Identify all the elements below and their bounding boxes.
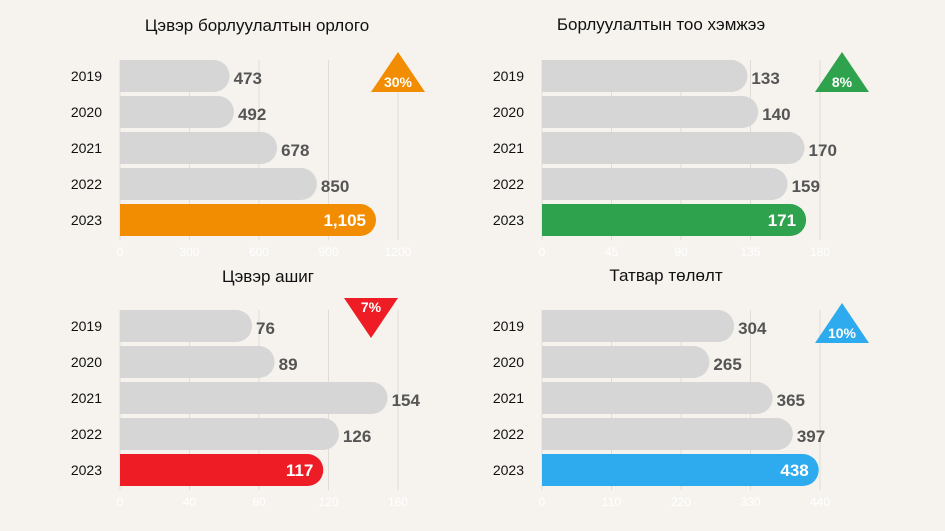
category-label: 2021	[71, 140, 102, 156]
x-tick-label: 0	[539, 245, 546, 259]
x-tick-label: 220	[671, 495, 691, 509]
bar-2022	[542, 418, 793, 450]
category-label: 2020	[493, 354, 524, 370]
value-label: 678	[281, 141, 309, 160]
triangle-up-icon	[371, 52, 425, 92]
value-label: 438	[780, 461, 808, 480]
bar-2023	[120, 454, 324, 486]
category-label: 2019	[71, 68, 102, 84]
category-label: 2023	[71, 212, 102, 228]
category-label: 2020	[493, 104, 524, 120]
bar-2019	[542, 60, 748, 92]
x-tick-label: 180	[810, 245, 830, 259]
category-label: 2022	[71, 176, 102, 192]
value-label: 304	[738, 319, 767, 338]
bar-2021	[120, 382, 388, 414]
bar-2020	[120, 346, 275, 378]
value-label: 159	[792, 177, 820, 196]
bar-2022	[542, 168, 788, 200]
bar-2019	[542, 310, 735, 342]
x-tick-label: 110	[602, 495, 621, 509]
category-label: 2023	[493, 462, 524, 478]
value-label: 171	[768, 211, 796, 230]
change-badge-label: 7%	[361, 299, 382, 315]
bar-2020	[542, 346, 710, 378]
category-label: 2020	[71, 104, 102, 120]
chart-title: Татвар төлөлт	[609, 266, 722, 285]
category-label: 2019	[493, 68, 524, 84]
category-label: 2019	[71, 318, 102, 334]
category-label: 2021	[493, 140, 524, 156]
category-label: 2020	[71, 354, 102, 370]
chart-title: Цэвэр борлуулалтын орлого	[145, 16, 369, 35]
bar-2022	[120, 168, 317, 200]
bar-2019	[120, 310, 253, 342]
value-label: 140	[762, 105, 790, 124]
bar-2022	[120, 418, 339, 450]
value-label: 265	[713, 355, 741, 374]
category-label: 2021	[71, 390, 102, 406]
value-label: 492	[238, 105, 266, 124]
bar-2020	[120, 96, 234, 128]
x-tick-label: 900	[318, 245, 338, 259]
value-label: 365	[777, 391, 805, 410]
bar-2021	[542, 132, 805, 164]
category-label: 2022	[493, 426, 524, 442]
bar-2021	[542, 382, 773, 414]
value-label: 76	[256, 319, 275, 338]
category-label: 2023	[71, 462, 102, 478]
value-label: 473	[234, 69, 262, 88]
bar-2023	[120, 204, 376, 236]
value-label: 170	[809, 141, 837, 160]
category-label: 2022	[71, 426, 102, 442]
bar-2023	[542, 204, 807, 236]
category-label: 2021	[493, 390, 524, 406]
bar-2019	[120, 60, 230, 92]
x-tick-label: 330	[740, 495, 760, 509]
bar-2023	[542, 454, 819, 486]
x-tick-label: 440	[810, 495, 830, 509]
value-label: 154	[392, 391, 421, 410]
x-tick-label: 90	[674, 245, 688, 259]
value-label: 89	[279, 355, 298, 374]
change-badge-label: 10%	[828, 325, 857, 341]
change-badge-label: 30%	[384, 74, 413, 90]
value-label: 126	[343, 427, 371, 446]
bar-2020	[542, 96, 759, 128]
x-tick-label: 45	[605, 245, 619, 259]
x-tick-label: 1200	[385, 245, 412, 259]
value-label: 397	[797, 427, 825, 446]
x-tick-label: 0	[539, 495, 546, 509]
chart-title: Цэвэр ашиг	[222, 267, 314, 286]
category-label: 2019	[493, 318, 524, 334]
chart-panel-4: Татвар төлөлт 2019 304 2020 265 2021 365 2022 39…	[493, 266, 869, 509]
x-tick-label: 300	[179, 245, 199, 259]
x-tick-label: 0	[117, 495, 124, 509]
chart-panel-3: Цэвэр ашиг 2019 76 2020 89 2021 154 2022 126 2023…	[71, 267, 421, 509]
triangle-up-icon	[815, 303, 869, 343]
bar-2021	[120, 132, 278, 164]
category-label: 2023	[493, 212, 524, 228]
chart-title: Борлуулалтын тоо хэмжээ	[557, 15, 765, 34]
chart-panel-1: Цэвэр борлуулалтын орлого 2019 473 2020 492 2…	[71, 16, 425, 259]
triangle-down-icon	[344, 298, 398, 338]
x-tick-label: 160	[388, 495, 408, 509]
chart-panel-2: Борлуулалтын тоо хэмжээ 2019 133 2020 140 202…	[493, 15, 869, 259]
value-label: 850	[321, 177, 349, 196]
triangle-up-icon	[815, 52, 869, 92]
x-tick-label: 40	[183, 495, 197, 509]
x-tick-label: 0	[117, 245, 124, 259]
value-label: 1,105	[323, 211, 366, 230]
x-tick-label: 80	[252, 495, 266, 509]
x-tick-label: 135	[740, 245, 760, 259]
x-tick-label: 600	[249, 245, 269, 259]
value-label: 117	[286, 461, 313, 480]
x-tick-label: 120	[318, 495, 338, 509]
change-badge-label: 8%	[832, 74, 853, 90]
value-label: 133	[751, 69, 779, 88]
category-label: 2022	[493, 176, 524, 192]
